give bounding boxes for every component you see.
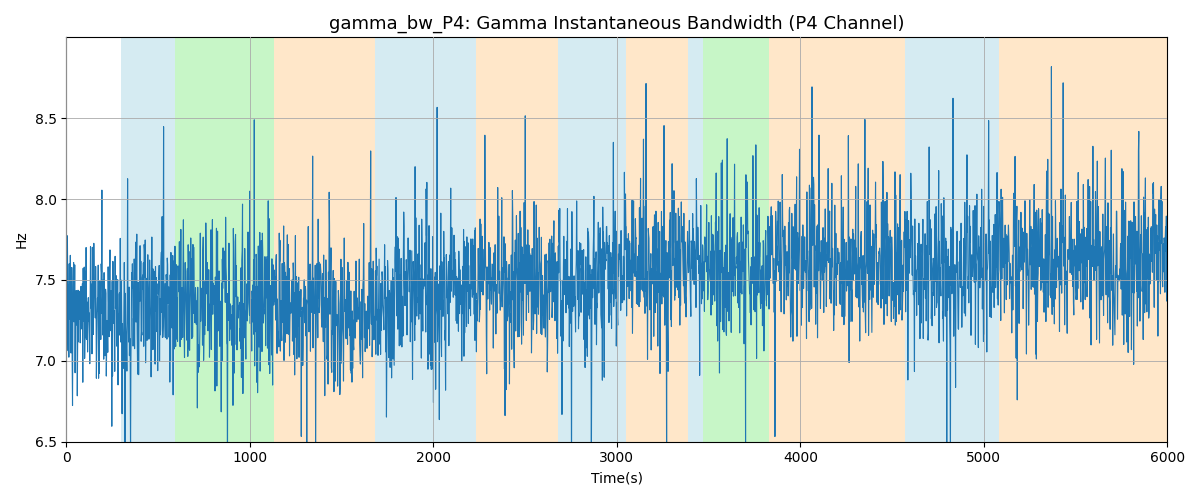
Title: gamma_bw_P4: Gamma Instantaneous Bandwidth (P4 Channel): gamma_bw_P4: Gamma Instantaneous Bandwid… — [329, 15, 905, 34]
Bar — [558, 38, 626, 442]
Bar — [998, 38, 1168, 442]
Y-axis label: Hz: Hz — [16, 230, 29, 248]
Bar — [905, 38, 998, 442]
Bar — [703, 38, 769, 442]
Bar — [689, 38, 703, 442]
Bar — [769, 38, 905, 442]
Bar — [374, 38, 475, 442]
Bar — [174, 38, 274, 442]
Bar — [121, 38, 174, 442]
Bar — [626, 38, 689, 442]
Bar — [475, 38, 558, 442]
Bar — [274, 38, 374, 442]
X-axis label: Time(s): Time(s) — [590, 471, 643, 485]
